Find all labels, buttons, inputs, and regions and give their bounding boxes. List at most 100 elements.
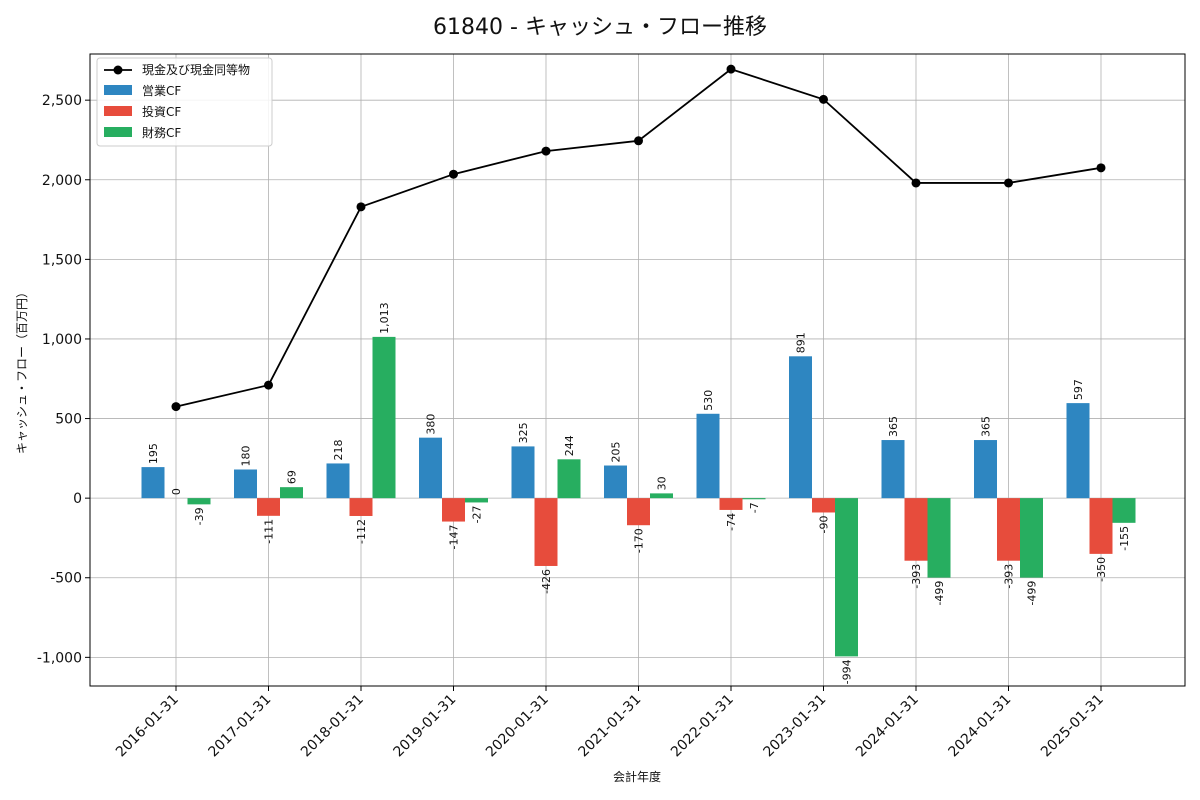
- y-tick-label: 1,500: [42, 252, 82, 268]
- investing-cf-bar: [1089, 498, 1113, 554]
- operating-cf-bar: [1066, 403, 1090, 499]
- y-tick-label: -1,000: [37, 650, 82, 666]
- bar-value-label: 365: [980, 416, 993, 437]
- bar-value-label: -499: [1026, 581, 1039, 606]
- operating-cf-bar: [141, 467, 165, 499]
- y-tick-label: 500: [55, 412, 82, 428]
- bar-value-label: 1,013: [378, 302, 391, 334]
- cash-line-point: [634, 136, 643, 146]
- bar-value-label: -90: [818, 515, 831, 533]
- bar-value-label: 325: [517, 422, 530, 443]
- financing-cf-bar: [1112, 498, 1136, 523]
- y-tick-label: -500: [50, 571, 82, 587]
- bar-value-label: 365: [887, 416, 900, 437]
- financing-cf-bar: [927, 498, 951, 578]
- operating-cf-bar: [789, 356, 812, 499]
- cash-line-point: [264, 380, 273, 390]
- y-tick-label: 1,000: [42, 332, 82, 348]
- investing-cf-bar: [442, 498, 465, 522]
- bar-value-label: -350: [1095, 557, 1108, 582]
- bar-value-label: -155: [1118, 526, 1131, 551]
- y-axis-ticks: -1,000 -500 0 500 1,000 1,500 2,000 2,500: [37, 93, 90, 666]
- legend-frame: [96, 57, 273, 147]
- y-tick-label: 0: [73, 491, 82, 507]
- bar-value-label: -426: [540, 569, 553, 594]
- bar-value-label: 205: [610, 442, 623, 463]
- y-tick-label: 2,000: [42, 173, 82, 189]
- financing-cf-bar: [372, 336, 396, 499]
- cash-line-point: [171, 402, 181, 412]
- x-axis-ticks: 2016-01-31 2017-01-31 2018-01-31 2019-01-31…: [113, 686, 1107, 760]
- cash-line-point: [726, 64, 736, 74]
- investing-cf-bar: [997, 498, 1020, 561]
- bar-value-label: 195: [147, 443, 160, 464]
- financing-cf-bar: [465, 498, 488, 503]
- legend-operating-swatch: [104, 85, 132, 95]
- x-tick-label: 2019-01-31: [390, 692, 459, 761]
- bar-value-label: 0: [170, 488, 183, 495]
- cash-line-point: [1096, 163, 1106, 173]
- bar-value-label: -393: [1003, 564, 1016, 589]
- x-tick-label: 2023-01-31: [760, 692, 829, 761]
- legend-marker-swatch: [113, 65, 123, 75]
- bar-value-label: -39: [193, 507, 206, 525]
- x-axis-label: 会計年度: [613, 769, 661, 784]
- legend: 現金及び現金同等物 営業CF 投資CF 財務CF: [96, 57, 273, 147]
- bar-value-label: -111: [263, 519, 276, 544]
- legend-investing-swatch: [104, 106, 132, 116]
- cash-line-point: [911, 178, 921, 188]
- bar-value-label: -170: [633, 528, 646, 553]
- legend-operating: 営業CF: [142, 84, 181, 98]
- bar-value-label: 180: [240, 445, 253, 466]
- cash-line: [171, 64, 1106, 412]
- bar-value-label: 380: [425, 414, 438, 435]
- bar-value-label: 244: [563, 435, 576, 456]
- operating-cf-bar: [604, 465, 627, 499]
- bar-value-label: -27: [471, 505, 484, 523]
- x-tick-label: 2021-01-31: [575, 692, 644, 761]
- investing-cf-bar: [349, 498, 373, 516]
- x-tick-label: 2025-01-31: [1038, 692, 1107, 761]
- bar-value-label: -393: [910, 564, 923, 589]
- bar-value-label: -147: [448, 525, 461, 550]
- operating-cf-bar: [511, 446, 535, 499]
- financing-cf-bar: [835, 498, 858, 657]
- x-tick-label: 2024-01-31: [945, 692, 1014, 761]
- investing-cf-bar: [719, 498, 743, 510]
- bar-value-label: 891: [795, 332, 808, 353]
- bars: [141, 336, 1136, 657]
- investing-cf-bar: [534, 498, 558, 566]
- bar-value-label: 30: [656, 476, 669, 490]
- financing-cf-bar: [742, 498, 766, 500]
- plot-frame: [89, 53, 1186, 687]
- financing-cf-bar: [650, 493, 673, 499]
- operating-cf-bar: [881, 440, 905, 499]
- legend-financing: 財務CF: [142, 125, 181, 140]
- chart-title: 61840 - キャッシュ・フロー推移: [433, 15, 767, 40]
- x-tick-label: 2016-01-31: [113, 692, 182, 761]
- financing-cf-bar: [1020, 498, 1043, 578]
- bar-value-label: 218: [332, 439, 345, 460]
- legend-cash: 現金及び現金同等物: [142, 62, 250, 77]
- bar-value-label: -7: [748, 502, 761, 513]
- x-tick-label: 2017-01-31: [205, 692, 274, 761]
- operating-cf-bar: [419, 437, 442, 499]
- legend-financing-swatch: [104, 127, 132, 137]
- cash-line-point: [356, 202, 366, 212]
- legend-investing: 投資CF: [142, 104, 181, 119]
- investing-cf-bar: [627, 498, 650, 526]
- cash-line-point: [1004, 178, 1013, 188]
- x-tick-label: 2018-01-31: [298, 692, 367, 761]
- bar-value-label: -994: [841, 659, 854, 684]
- financing-cf-bar: [557, 459, 581, 499]
- operating-cf-bar: [234, 469, 257, 499]
- x-tick-label: 2022-01-31: [668, 692, 737, 761]
- investing-cf-bar: [904, 498, 928, 561]
- y-tick-label: 2,500: [42, 93, 82, 109]
- grid: [90, 54, 1185, 686]
- bar-value-label: 530: [702, 390, 715, 411]
- y-axis-label: キャッシュ・フロー（百万円）: [15, 286, 29, 454]
- cash-line-point: [449, 169, 458, 179]
